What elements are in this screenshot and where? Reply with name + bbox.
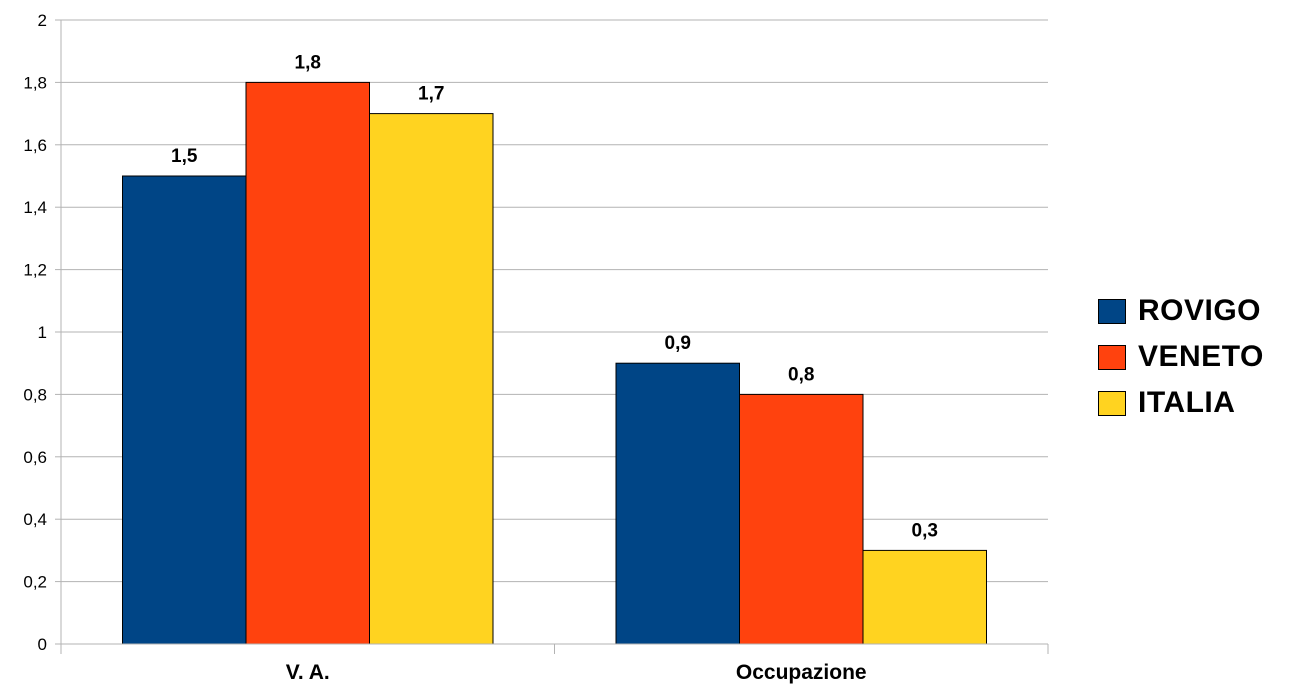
data-label: 0,3 <box>912 520 938 541</box>
legend-label-veneto: VENETO <box>1138 340 1264 373</box>
y-tick-label: 1,4 <box>23 198 47 217</box>
bar-rovigo-1 <box>615 362 740 645</box>
x-category-label: Occupazione <box>736 661 867 684</box>
y-tick-label: 1,8 <box>23 73 47 92</box>
y-axis-ticks: 0 0,2 0,4 0,6 0,8 1 1,2 1,4 1,6 1,8 2 <box>23 11 61 654</box>
legend: ROVIGO VENETO ITALIA <box>1098 288 1264 426</box>
legend-swatch-italia <box>1098 390 1126 416</box>
bar-veneto-0 <box>245 81 370 645</box>
legend-item-italia: ITALIA <box>1098 380 1264 426</box>
data-label: 0,8 <box>788 364 814 385</box>
y-tick-label: 1 <box>38 323 47 342</box>
y-tick-label: 1,6 <box>23 136 47 155</box>
y-tick-label: 1,2 <box>23 261 47 280</box>
x-axis-categories: V. A. Occupazione <box>286 661 867 684</box>
x-category-label: V. A. <box>286 661 330 684</box>
bar-italia-1 <box>862 549 987 645</box>
legend-item-rovigo: ROVIGO <box>1098 288 1264 334</box>
data-label: 0,9 <box>665 333 691 354</box>
bar-rovigo-0 <box>122 175 247 645</box>
data-labels: 1,5 1,8 1,7 0,9 0,8 0,3 <box>171 52 938 541</box>
bar-veneto-1 <box>739 393 864 645</box>
legend-item-veneto: VENETO <box>1098 334 1264 380</box>
legend-swatch-veneto <box>1098 344 1126 370</box>
y-tick-label: 0,2 <box>23 573 47 592</box>
bars <box>122 81 987 645</box>
axes <box>60 20 1049 654</box>
y-tick-label: 0,8 <box>23 385 47 404</box>
legend-swatch-rovigo <box>1098 298 1126 324</box>
data-label: 1,8 <box>295 52 321 73</box>
legend-label-italia: ITALIA <box>1138 386 1236 419</box>
y-tick-label: 0,4 <box>23 510 47 529</box>
data-label: 1,7 <box>418 84 444 105</box>
y-tick-label: 0 <box>38 635 47 654</box>
y-tick-label: 0,6 <box>23 448 47 467</box>
y-tick-label: 2 <box>38 11 47 30</box>
legend-label-rovigo: ROVIGO <box>1138 294 1262 327</box>
bar-italia-0 <box>369 113 494 645</box>
data-label: 1,5 <box>171 146 198 167</box>
